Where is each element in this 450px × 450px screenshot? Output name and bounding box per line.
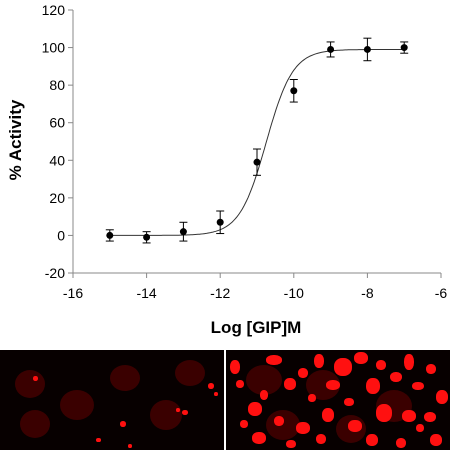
fluorescent-spot <box>274 416 284 426</box>
data-point <box>363 45 371 53</box>
fluorescent-spot <box>424 412 436 422</box>
fluorescent-spot <box>33 376 38 381</box>
data-point <box>290 87 298 95</box>
fluorescent-spot <box>404 354 414 370</box>
fluorescent-spot <box>308 394 316 402</box>
fluorescent-spot <box>284 378 296 390</box>
data-point <box>253 158 261 166</box>
fluorescent-spot <box>296 422 310 434</box>
fluorescent-spot <box>366 378 380 394</box>
fluorescent-spot <box>236 380 244 388</box>
y-tick-label: 20 <box>49 190 65 206</box>
x-axis-label: Log [GIP]M <box>211 318 302 337</box>
cell-outline <box>110 365 140 391</box>
chart-axes <box>68 9 442 278</box>
x-tick-label: -8 <box>361 285 374 301</box>
cell-outline <box>60 390 94 420</box>
data-point <box>179 228 187 236</box>
data-point <box>216 218 224 226</box>
tick-labels: -20 0 20 40 60 80 100 120 -16 -14 -12 -10 -8 -6 <box>42 2 448 301</box>
cell-outline <box>150 400 182 430</box>
x-tick-label: -16 <box>63 285 83 301</box>
fluorescent-spot <box>436 390 448 404</box>
fluorescent-spot <box>354 352 368 364</box>
data-point <box>327 45 335 53</box>
data-point <box>106 231 114 239</box>
data-point <box>143 233 151 241</box>
data-points <box>106 44 408 241</box>
y-tick-label: 120 <box>42 2 66 18</box>
cell-outline <box>15 370 45 398</box>
y-tick-label: -20 <box>45 265 65 281</box>
data-point <box>400 44 408 52</box>
y-tick-label: 0 <box>57 227 65 243</box>
y-tick-label: 60 <box>49 115 65 131</box>
x-tick-label: -6 <box>435 285 448 301</box>
x-tick-label: -10 <box>284 285 304 301</box>
error-bars <box>105 37 409 244</box>
fluorescent-spot <box>376 360 386 370</box>
dose-response-chart: -20 0 20 40 60 80 100 120 -16 -14 -12 -10 -8 -6 % Act… <box>6 2 448 337</box>
y-tick-label: 80 <box>49 77 65 93</box>
fluorescence-image-right <box>226 350 450 450</box>
fluorescent-spot <box>316 434 326 444</box>
fluorescent-spot <box>208 383 214 389</box>
cell-outline <box>266 410 300 440</box>
fluorescent-spot <box>348 420 362 432</box>
fluorescent-spot <box>252 432 266 444</box>
fluorescent-spot <box>326 380 340 390</box>
fluorescent-spot <box>322 408 334 422</box>
fluorescent-spot <box>286 440 296 448</box>
fluorescent-spot <box>412 382 424 390</box>
fluorescent-spot <box>260 390 268 400</box>
y-tick-label: 100 <box>42 40 66 56</box>
fluorescent-spot <box>376 404 392 422</box>
fluorescent-spot <box>240 420 248 428</box>
fluorescent-spot <box>298 368 308 378</box>
fluorescent-spot <box>390 372 402 382</box>
fluorescent-spot <box>230 360 240 374</box>
fluorescent-spot <box>366 434 378 446</box>
cell-outline <box>20 410 50 438</box>
fluorescent-spot <box>248 402 262 416</box>
fluorescent-spot <box>396 438 406 448</box>
fluorescent-spot <box>334 358 352 376</box>
fluorescent-spot <box>176 408 180 412</box>
fluorescent-spot <box>344 398 354 406</box>
fluorescent-spot <box>214 392 218 396</box>
fluorescent-spot <box>128 444 132 448</box>
fit-curve <box>109 49 405 236</box>
fluorescent-spot <box>430 434 442 446</box>
y-axis-label: % Activity <box>6 99 25 180</box>
fluorescent-spot <box>96 438 101 442</box>
fluorescent-spot <box>402 410 416 422</box>
fluorescent-spot <box>426 364 436 374</box>
y-tick-label: 40 <box>49 152 65 168</box>
fluorescent-spot <box>120 421 126 427</box>
fluorescent-spot <box>416 424 424 432</box>
fluorescent-spot <box>182 410 188 415</box>
fluorescent-spot <box>266 355 282 365</box>
x-tick-label: -12 <box>210 285 230 301</box>
cell-outline <box>175 360 205 386</box>
fluorescence-image-left <box>0 350 224 450</box>
x-tick-label: -14 <box>136 285 156 301</box>
fluorescent-spot <box>314 354 324 368</box>
